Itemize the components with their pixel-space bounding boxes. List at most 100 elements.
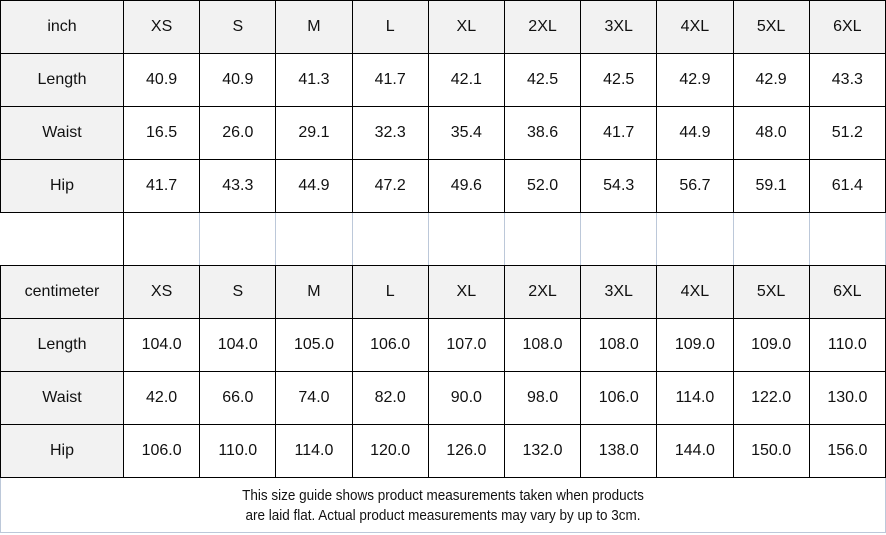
measurement-cell: 41.3 — [275, 53, 353, 107]
measurement-cell: 90.0 — [427, 371, 505, 425]
measurement-cell: 42.9 — [656, 53, 734, 107]
size-header-cell: XL — [427, 265, 505, 319]
measurement-cell: 38.6 — [503, 106, 582, 160]
size-header-cell: 5XL — [732, 0, 810, 54]
measurement-cell: 122.0 — [732, 371, 810, 425]
row-label-cell: Hip — [0, 159, 124, 213]
row-label-cell: Hip — [0, 424, 124, 478]
measurement-cell: 42.0 — [122, 371, 201, 425]
size-header-cell: 6XL — [808, 0, 886, 54]
measurement-cell: 150.0 — [732, 424, 810, 478]
measurement-cell: 114.0 — [275, 424, 353, 478]
measurement-cell: 126.0 — [427, 424, 505, 478]
size-header-cell: XS — [122, 0, 201, 54]
measurement-cell: 16.5 — [122, 106, 201, 160]
spacer-cell — [351, 212, 429, 266]
size-header-cell: S — [199, 265, 277, 319]
measurement-cell: 29.1 — [275, 106, 353, 160]
measurement-cell: 138.0 — [580, 424, 658, 478]
measurement-cell: 110.0 — [808, 318, 886, 372]
measurement-cell: 106.0 — [122, 424, 201, 478]
measurement-cell: 56.7 — [656, 159, 734, 213]
spacer-cell — [427, 212, 505, 266]
measurement-cell: 106.0 — [580, 371, 658, 425]
measurement-row: Hip 106.0 110.0 114.0 120.0 126.0 132.0 138.0 14… — [0, 424, 886, 478]
size-header-cell: 2XL — [503, 0, 582, 54]
measurement-cell: 105.0 — [275, 318, 353, 372]
unit-label-cell: inch — [0, 0, 124, 54]
spacer-cell — [0, 212, 124, 266]
spacer-cell — [122, 212, 201, 266]
footnote-text: This size guide shows product measuremen… — [242, 486, 644, 526]
measurement-cell: 42.5 — [580, 53, 658, 107]
measurement-cell: 41.7 — [351, 53, 429, 107]
spacer-cell — [199, 212, 277, 266]
measurement-cell: 51.2 — [808, 106, 886, 160]
spacer-cell — [275, 212, 353, 266]
measurement-cell: 49.6 — [427, 159, 505, 213]
spacer-cell — [808, 212, 886, 266]
size-header-cell: M — [275, 0, 353, 54]
measurement-cell: 26.0 — [199, 106, 277, 160]
measurement-cell: 47.2 — [351, 159, 429, 213]
measurement-cell: 114.0 — [656, 371, 734, 425]
size-guide-table: inch XS S M L XL 2XL 3XL 4XL 5XL 6XL Length 40.9 40.9… — [0, 0, 886, 478]
measurement-cell: 144.0 — [656, 424, 734, 478]
measurement-cell: 54.3 — [580, 159, 658, 213]
spacer-cell — [580, 212, 658, 266]
row-label-cell: Waist — [0, 371, 124, 425]
measurement-cell: 107.0 — [427, 318, 505, 372]
size-header-cell: L — [351, 0, 429, 54]
measurement-cell: 61.4 — [808, 159, 886, 213]
measurement-cell: 32.3 — [351, 106, 429, 160]
measurement-row: Length 104.0 104.0 105.0 106.0 107.0 108.0 108.… — [0, 318, 886, 372]
measurement-row: Waist 42.0 66.0 74.0 82.0 90.0 98.0 106.0 114.0 1… — [0, 371, 886, 425]
spacer-row — [0, 212, 886, 266]
unit-label-cell: centimeter — [0, 265, 124, 319]
measurement-cell: 82.0 — [351, 371, 429, 425]
measurement-cell: 42.9 — [732, 53, 810, 107]
spacer-cell — [732, 212, 810, 266]
measurement-cell: 132.0 — [503, 424, 582, 478]
measurement-cell: 104.0 — [122, 318, 201, 372]
measurement-cell: 108.0 — [580, 318, 658, 372]
measurement-row: Hip 41.7 43.3 44.9 47.2 49.6 52.0 54.3 56.7 59.1 6… — [0, 159, 886, 213]
measurement-cell: 110.0 — [199, 424, 277, 478]
measurement-cell: 109.0 — [656, 318, 734, 372]
spacer-cell — [503, 212, 582, 266]
size-header-cell: 2XL — [503, 265, 582, 319]
size-header-cell: S — [199, 0, 277, 54]
size-header-cell: 3XL — [580, 0, 658, 54]
measurement-cell: 130.0 — [808, 371, 886, 425]
measurement-cell: 42.1 — [427, 53, 505, 107]
footnote-line-1: This size guide shows product measuremen… — [242, 488, 644, 504]
measurement-cell: 109.0 — [732, 318, 810, 372]
size-header-cell: 4XL — [656, 265, 734, 319]
size-header-cell: 6XL — [808, 265, 886, 319]
measurement-cell: 40.9 — [122, 53, 201, 107]
measurement-cell: 156.0 — [808, 424, 886, 478]
row-label-cell: Waist — [0, 106, 124, 160]
size-header-cell: L — [351, 265, 429, 319]
measurement-cell: 41.7 — [580, 106, 658, 160]
measurement-cell: 43.3 — [808, 53, 886, 107]
measurement-cell: 59.1 — [732, 159, 810, 213]
row-label-cell: Length — [0, 318, 124, 372]
spacer-cell — [656, 212, 734, 266]
size-header-cell: XS — [122, 265, 201, 319]
measurement-cell: 120.0 — [351, 424, 429, 478]
measurement-cell: 48.0 — [732, 106, 810, 160]
measurement-cell: 41.7 — [122, 159, 201, 213]
size-header-cell: XL — [427, 0, 505, 54]
footnote-line-2: are laid flat. Actual product measuremen… — [245, 508, 641, 524]
measurement-cell: 43.3 — [199, 159, 277, 213]
measurement-cell: 104.0 — [199, 318, 277, 372]
measurement-cell: 52.0 — [503, 159, 582, 213]
measurement-cell: 98.0 — [503, 371, 582, 425]
measurement-cell: 42.5 — [503, 53, 582, 107]
measurement-cell: 44.9 — [656, 106, 734, 160]
section-header-row: inch XS S M L XL 2XL 3XL 4XL 5XL 6XL — [0, 0, 886, 54]
size-header-cell: 3XL — [580, 265, 658, 319]
size-guide-table-body: inch XS S M L XL 2XL 3XL 4XL 5XL 6XL Length 40.9 40.9… — [0, 0, 886, 478]
